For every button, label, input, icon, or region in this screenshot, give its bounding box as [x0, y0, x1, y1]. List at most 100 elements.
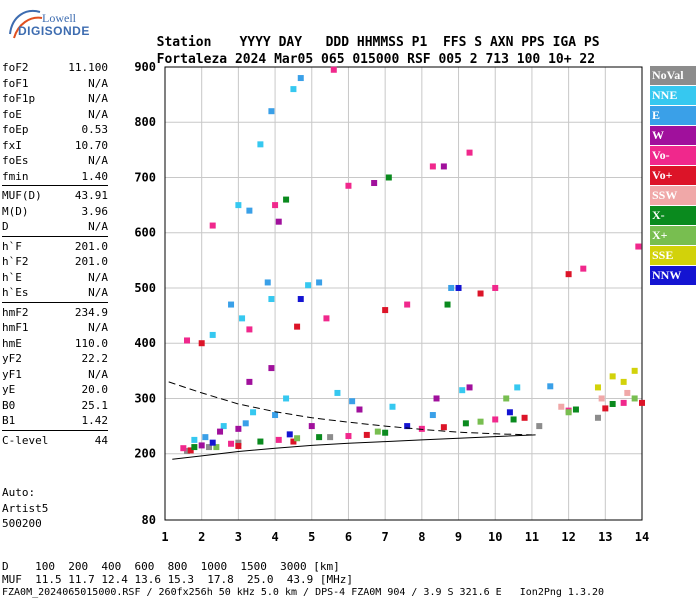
param-value: 43.91	[74, 189, 108, 202]
echo-point-vominus	[580, 265, 587, 272]
param-value: N/A	[88, 220, 108, 233]
hdr-hhmmss: HHMMSS	[356, 35, 404, 50]
param-value: 44	[94, 433, 108, 447]
x-tick-label: 2	[198, 530, 205, 544]
echo-point-w	[308, 423, 315, 430]
val-day: Mar05	[274, 52, 314, 67]
param-divider	[2, 235, 108, 237]
param-row: hmF1 N/A	[2, 320, 108, 336]
x-tick-label: 10	[488, 530, 502, 544]
logo-digisonde-text: DIGISONDE	[18, 24, 90, 38]
echo-point-xminus	[382, 429, 389, 436]
echo-point-nne	[235, 202, 242, 209]
param-row: yF1 N/A	[2, 367, 108, 383]
param-row: foF1p N/A	[2, 91, 108, 107]
y-tick-label: 600	[134, 226, 156, 240]
hdr-pps: PPS	[521, 35, 545, 50]
legend-item-nne: NNE	[650, 86, 696, 105]
direction-legend: NoVal NNE E W Vo- Vo+ SSW X- X+ SSE NNW	[650, 66, 696, 286]
echo-point-xplus	[631, 395, 638, 402]
echo-point-voplus	[477, 290, 484, 297]
param-name: MUF(D)	[2, 189, 42, 202]
x-tick-label: 13	[598, 530, 612, 544]
muf-distance-row: D 100 200 400 600 800 1000 1500 3000 [km…	[2, 560, 340, 573]
echo-point-voplus	[235, 442, 242, 449]
param-name: foE	[2, 107, 22, 121]
echo-point-nne	[459, 387, 466, 394]
val-iga: 10+	[548, 52, 572, 67]
logo-swirl-icon	[9, 10, 43, 39]
x-tick-label: 12	[561, 530, 575, 544]
echo-point-noval	[327, 434, 334, 441]
y-tick-label: 800	[134, 115, 156, 129]
param-name: hmE	[2, 336, 22, 350]
echo-point-vominus	[429, 163, 436, 170]
param-name: foF1	[2, 76, 29, 90]
legend-item-xminus: X-	[650, 206, 696, 225]
param-row: C-level 44	[2, 433, 108, 449]
legend-item-e: E	[650, 106, 696, 125]
echo-point-w	[466, 384, 473, 391]
echo-point-w	[433, 395, 440, 402]
y-tick-label: 400	[134, 336, 156, 350]
x-tick-label: 5	[308, 530, 315, 544]
y-tick-label: 200	[134, 447, 156, 461]
param-name: D	[2, 220, 9, 233]
echo-point-nne	[209, 331, 216, 338]
val-hhmmss: 015000	[352, 52, 400, 67]
scaled-parameters-panel: foF2 11.100 foF1 N/A foF1p N/A foE N/A foEp 0.53 f…	[2, 60, 108, 448]
echo-point-noval	[184, 447, 191, 454]
param-row: yF2 22.2	[2, 351, 108, 367]
param-value: 1.40	[81, 169, 109, 183]
param-row: foF2 11.100	[2, 60, 108, 76]
hdr-s: S	[474, 35, 483, 50]
profile-solid-line	[172, 434, 536, 460]
param-value: N/A	[88, 286, 108, 299]
hdr-ddd: DDD	[325, 35, 350, 50]
echo-point-xminus	[283, 196, 290, 203]
echo-point-xplus	[213, 444, 220, 451]
hdr-ps: PS	[583, 35, 600, 50]
legend-item-vominus: Vo-	[650, 146, 696, 165]
param-value: 20.0	[81, 383, 109, 396]
echo-point-w	[246, 378, 253, 385]
echo-point-xplus	[294, 435, 301, 442]
param-row: fxI 10.70	[2, 138, 108, 154]
param-row: foEs N/A	[2, 153, 108, 169]
param-value: 11.100	[68, 61, 108, 74]
digisonde-logo: Lowell DIGISONDE	[4, 4, 92, 44]
echo-point-vominus	[209, 222, 216, 229]
param-value: N/A	[88, 367, 108, 381]
echo-point-e	[547, 383, 554, 390]
param-row: fmin 1.40	[2, 169, 108, 185]
val-s: 2	[469, 52, 478, 67]
param-name: yE	[2, 383, 16, 396]
echo-point-sse	[594, 384, 601, 391]
y-tick-label: 700	[134, 170, 156, 184]
echo-point-e	[242, 420, 249, 427]
logo-lowell-text: Lowell	[42, 11, 76, 25]
echo-point-vominus	[275, 436, 282, 443]
param-value: N/A	[88, 154, 108, 167]
echo-point-voplus	[294, 323, 301, 330]
param-row: foEp 0.53	[2, 122, 108, 138]
param-name: C-level	[2, 433, 49, 447]
param-value: N/A	[88, 270, 108, 284]
echo-point-xminus	[462, 420, 469, 427]
echo-point-vominus	[330, 66, 337, 73]
legend-item-xplus: X+	[650, 226, 696, 245]
legend-item-w: W	[650, 126, 696, 145]
val-p1: RSF	[407, 52, 431, 67]
header-row-1: Station YYYY DAY DDD HHMMSS P1 FFS S AXN …	[141, 20, 600, 50]
echo-point-vominus	[404, 301, 411, 308]
file-info-row: FZA0M_2024065015000.RSF / 260fx256h 50 k…	[2, 587, 605, 598]
x-tick-label: 3	[235, 530, 242, 544]
echo-point-nne	[250, 409, 257, 416]
echo-point-nne	[191, 436, 198, 443]
val-station: Fortaleza	[156, 52, 228, 67]
echo-point-xminus	[572, 406, 579, 413]
param-name: M(D)	[2, 204, 29, 218]
echo-point-xminus	[257, 438, 264, 445]
x-tick-label: 9	[455, 530, 462, 544]
param-value: 3.96	[81, 204, 109, 218]
